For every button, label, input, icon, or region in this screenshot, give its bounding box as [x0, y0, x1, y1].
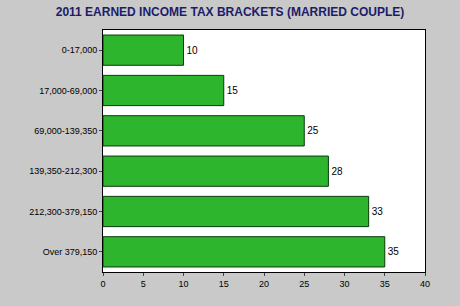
svg-text:5: 5 [141, 279, 146, 289]
svg-text:Over 379,150: Over 379,150 [43, 247, 98, 257]
svg-text:40: 40 [420, 279, 430, 289]
svg-text:2011 EARNED INCOME TAX BRACKET: 2011 EARNED INCOME TAX BRACKETS (MARRIED… [56, 5, 404, 19]
svg-text:35: 35 [380, 279, 390, 289]
svg-text:10: 10 [187, 45, 199, 56]
svg-text:17,000-69,000: 17,000-69,000 [39, 86, 97, 96]
svg-text:10: 10 [178, 279, 188, 289]
svg-text:20: 20 [259, 279, 269, 289]
svg-text:69,000-139,350: 69,000-139,350 [34, 126, 97, 136]
svg-text:212,300-379,150: 212,300-379,150 [29, 207, 97, 217]
svg-text:0-17,000: 0-17,000 [62, 45, 98, 55]
svg-text:15: 15 [219, 279, 229, 289]
svg-text:35: 35 [388, 246, 400, 257]
svg-text:28: 28 [331, 166, 343, 177]
svg-text:33: 33 [372, 206, 384, 217]
svg-text:25: 25 [307, 125, 319, 136]
svg-text:139,350-212,300: 139,350-212,300 [29, 166, 97, 176]
svg-text:0: 0 [100, 279, 105, 289]
svg-text:30: 30 [339, 279, 349, 289]
svg-text:15: 15 [227, 85, 239, 96]
svg-text:25: 25 [299, 279, 309, 289]
